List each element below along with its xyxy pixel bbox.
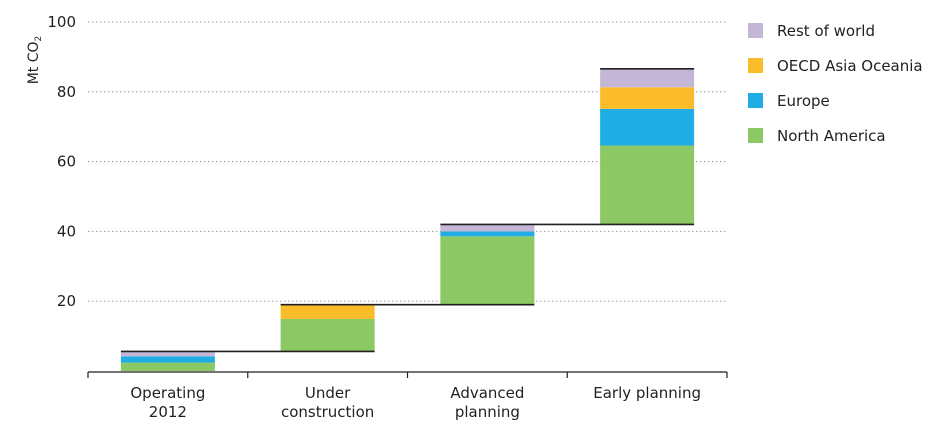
- bar-segment: [120, 356, 215, 363]
- category-label-line2: planning: [455, 403, 520, 421]
- legend-label: Europe: [777, 92, 830, 110]
- bar-segment: [600, 87, 695, 109]
- category-label-line2: construction: [281, 403, 374, 421]
- bar-segment: [120, 351, 215, 357]
- y-axis-label: Mt CO2: [26, 36, 44, 85]
- bars: [120, 68, 695, 371]
- bar-segment: [600, 145, 695, 225]
- y-tick-label: 40: [57, 222, 76, 240]
- connector-lines: [120, 67, 695, 353]
- x-axis: [87, 371, 728, 378]
- y-tick-label: 60: [57, 153, 76, 171]
- category-label: Under: [305, 384, 351, 402]
- bar-segment: [440, 231, 535, 237]
- legend-label: North America: [777, 127, 886, 145]
- category-label: Operating: [130, 384, 205, 402]
- bar-segment: [280, 304, 375, 319]
- bar-segment: [280, 318, 375, 352]
- legend-label: OECD Asia Oceania: [777, 57, 923, 75]
- category-label: Advanced: [450, 384, 524, 402]
- y-tick-label: 100: [47, 13, 76, 31]
- y-tick-labels: 20 40 60 80 100: [47, 13, 76, 310]
- legend-swatch: [748, 93, 763, 108]
- bar-segment: [600, 68, 695, 88]
- category-label: Early planning: [593, 384, 701, 402]
- legend-swatch: [748, 58, 763, 73]
- legend-swatch: [748, 23, 763, 38]
- bar-segment: [440, 236, 535, 305]
- bar-segment: [600, 108, 695, 146]
- legend: Rest of world OECD Asia Oceania Europe Nort…: [748, 22, 923, 145]
- y-tick-label: 20: [57, 292, 76, 310]
- y-tick-label: 80: [57, 83, 76, 101]
- legend-label: Rest of world: [777, 22, 875, 40]
- legend-swatch: [748, 128, 763, 143]
- bar-segment: [440, 224, 535, 232]
- bar-segment: [120, 362, 215, 371]
- category-label-line2: 2012: [149, 403, 187, 421]
